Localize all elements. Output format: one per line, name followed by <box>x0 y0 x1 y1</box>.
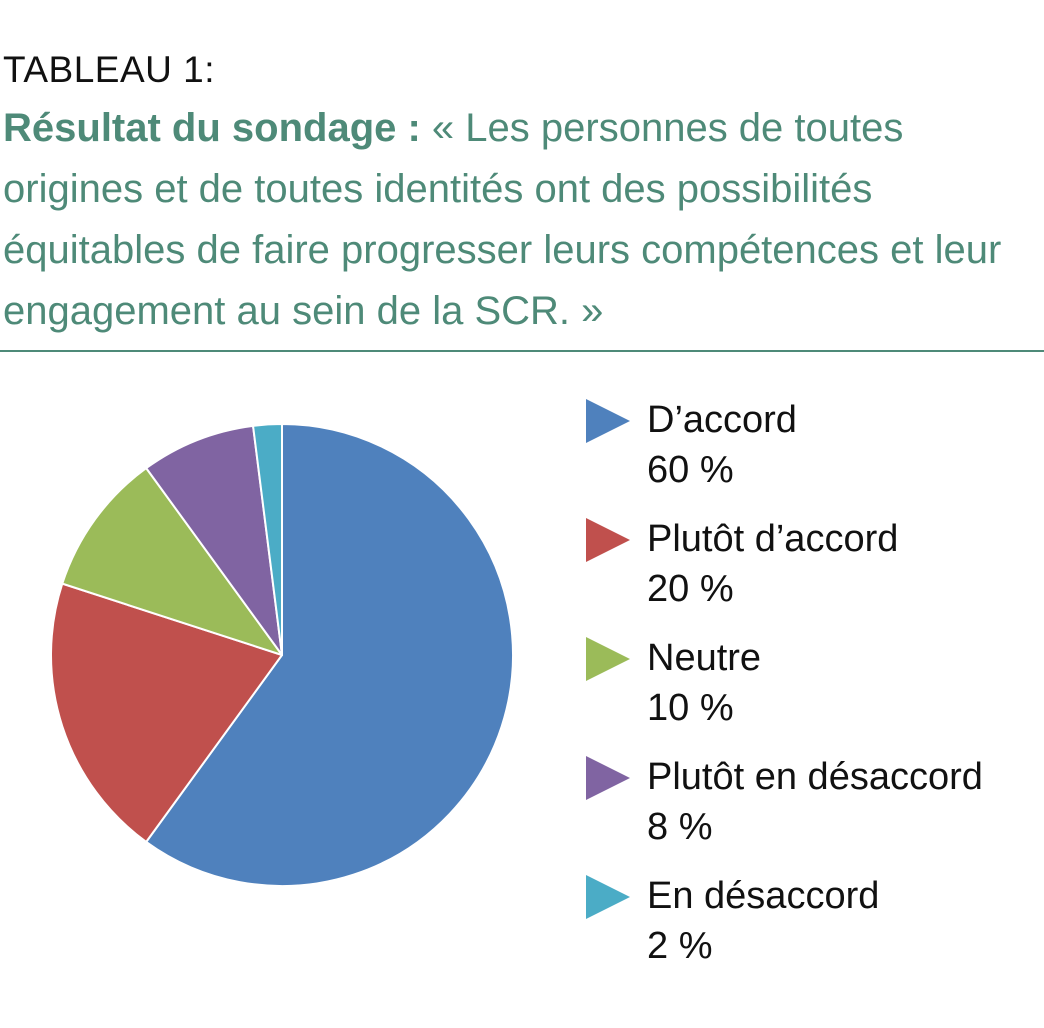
legend-value: 8 % <box>647 806 713 848</box>
legend-value: 60 % <box>647 449 734 491</box>
legend-label: En désaccord <box>647 875 880 917</box>
legend-text: D’accord 60 % <box>647 395 797 495</box>
pie-slice-1 <box>145 423 514 887</box>
legend-triangle-icon <box>586 637 630 681</box>
pie-slice-5 <box>252 423 283 656</box>
table-label: TABLEAU 1: <box>3 49 216 90</box>
title-divider <box>0 350 1044 352</box>
legend-text: Neutre 10 % <box>647 633 761 733</box>
legend-label: Plutôt d’accord <box>647 518 899 560</box>
chart-header: TABLEAU 1: Résultat du sondage : « Les p… <box>3 48 1043 342</box>
legend-text: Plutôt en désaccord 8 % <box>647 752 983 852</box>
legend-triangle-icon <box>586 518 630 562</box>
legend-item: Plutôt en désaccord 8 % <box>584 752 1039 871</box>
legend-item: D’accord 60 % <box>584 395 1039 514</box>
legend-value: 20 % <box>647 568 734 610</box>
legend-item: Plutôt d’accord 20 % <box>584 514 1039 633</box>
pie-chart <box>50 423 514 887</box>
legend-item: Neutre 10 % <box>584 633 1039 752</box>
legend-label: Neutre <box>647 637 762 679</box>
chart-legend: D’accord 60 % Plutôt d’accord 20 % Neutre 10 … <box>584 395 1039 990</box>
legend-triangle-icon <box>586 875 630 919</box>
legend-triangle-icon <box>586 399 630 443</box>
legend-triangle-icon <box>586 756 630 800</box>
legend-label: D’accord <box>647 399 797 441</box>
pie-slice-3 <box>61 467 283 656</box>
pie-slice-4 <box>145 424 283 656</box>
legend-item: En désaccord 2 % <box>584 871 1039 990</box>
legend-label: Plutôt en désaccord <box>647 756 983 798</box>
chart-title: Résultat du sondage : « Les personnes de… <box>3 98 1043 342</box>
legend-value: 2 % <box>647 925 713 967</box>
legend-text: Plutôt d’accord 20 % <box>647 514 898 614</box>
chart-title-text: « Les personnes de toutes origines et de… <box>3 106 1002 333</box>
chart-title-bold: Résultat du sondage : <box>3 106 421 150</box>
legend-text: En désaccord 2 % <box>647 871 879 971</box>
pie-slice-2 <box>50 582 283 843</box>
legend-value: 10 % <box>647 687 734 729</box>
